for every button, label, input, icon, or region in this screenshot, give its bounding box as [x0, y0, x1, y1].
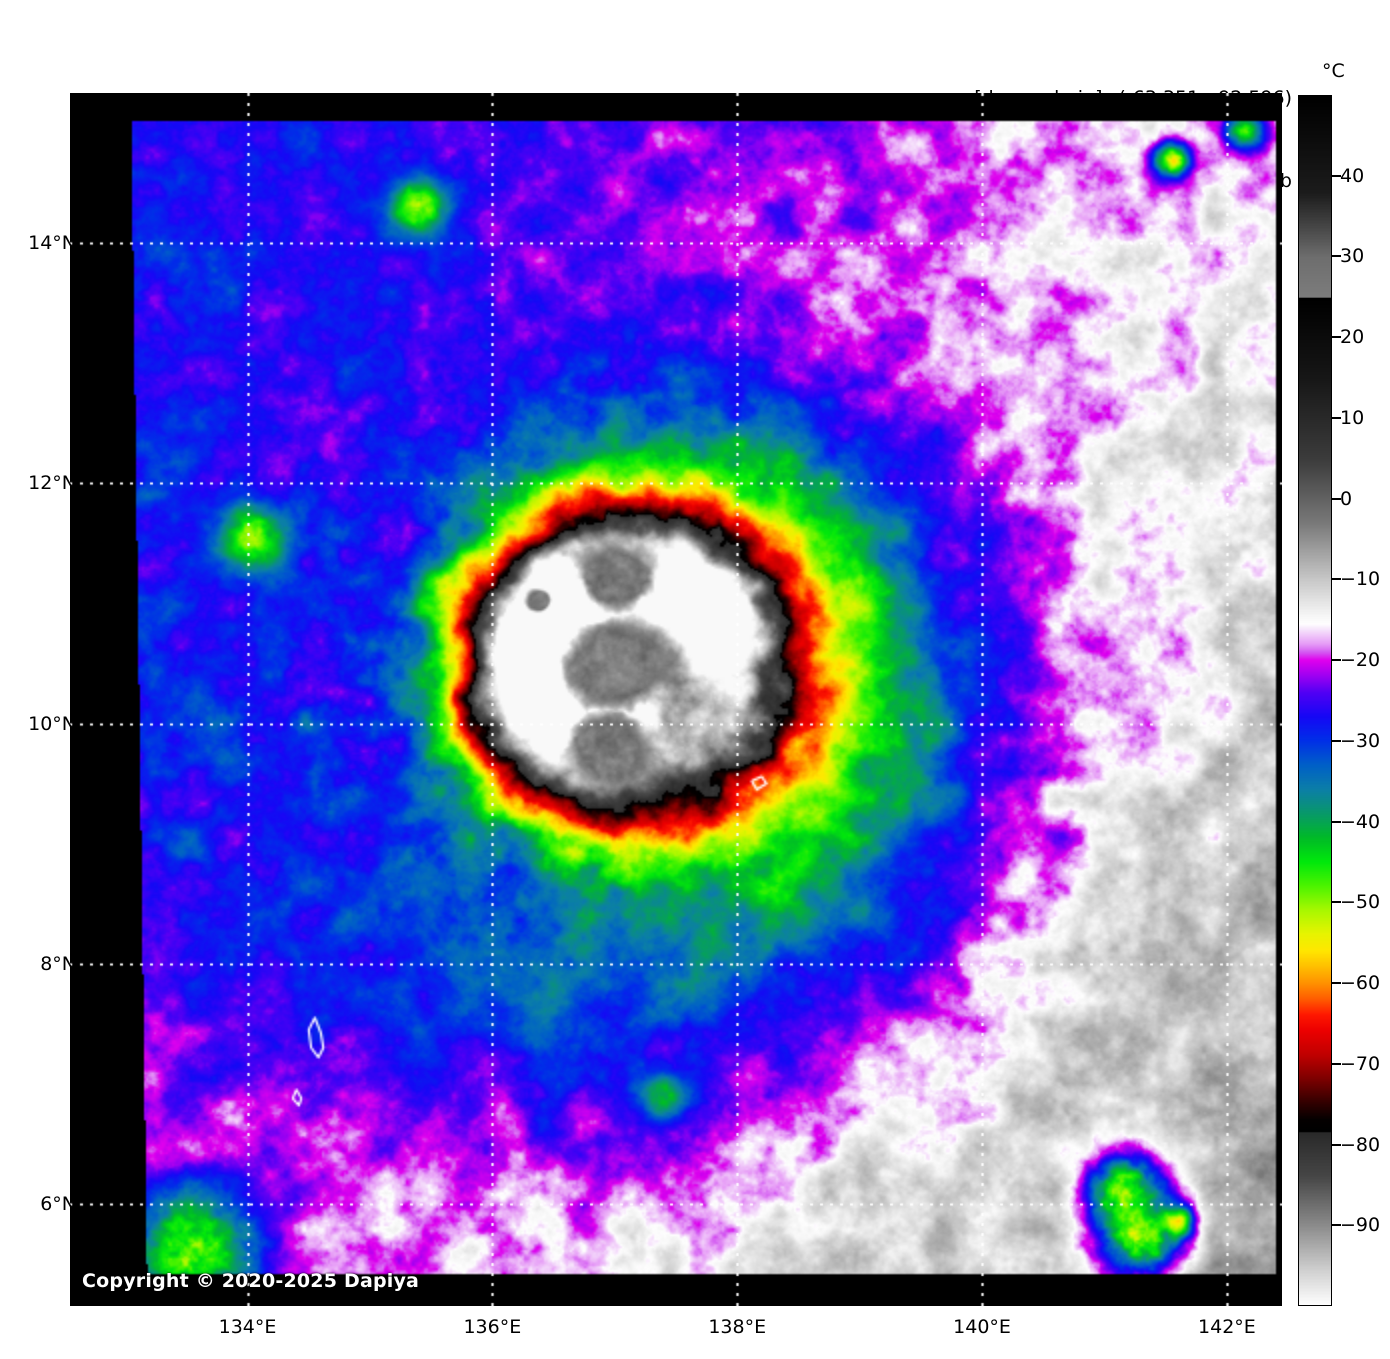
colorbar-tick-mark	[1332, 174, 1341, 177]
colorbar-tick-label: 0	[1340, 487, 1353, 510]
colorbar-tick-mark	[1332, 1062, 1341, 1065]
longitude-tick-label: 136°E	[463, 1316, 522, 1338]
colorbar-tick-mark	[1332, 659, 1341, 662]
colorbar-tick-mark	[1332, 578, 1341, 581]
colorbar-tick-mark	[1332, 416, 1341, 419]
latlon-gridlines	[70, 93, 1282, 1306]
colorbar-unit-label: °C	[1322, 60, 1345, 82]
satellite-image-plot[interactable]: Copyright © 2020-2025 Dapiya	[70, 93, 1282, 1306]
latitude-tick-label: 8°N	[40, 952, 76, 975]
colorbar-tick-label: 20	[1340, 326, 1365, 349]
latitude-tick-label: 12°N	[28, 472, 76, 495]
colorbar-tick-label: −40	[1340, 810, 1381, 833]
colorbar-tick-label: 10	[1340, 406, 1365, 429]
copyright-label: Copyright © 2020-2025 Dapiya	[82, 1270, 420, 1292]
colorbar-tick-mark	[1332, 1224, 1341, 1227]
longitude-tick-label: 134°E	[218, 1316, 277, 1338]
latitude-tick-label: 10°N	[28, 712, 76, 735]
colorbar-tick-mark	[1332, 255, 1341, 258]
longitude-tick-label: 140°E	[953, 1316, 1011, 1338]
colorbar[interactable]	[1298, 95, 1332, 1306]
longitude-tick-label: 142°E	[1198, 1316, 1256, 1338]
colorbar-tick-mark	[1332, 497, 1341, 500]
colorbar-tick-label: −30	[1340, 729, 1381, 752]
colorbar-tick-mark	[1332, 820, 1341, 823]
colorbar-gradient	[1298, 95, 1332, 1306]
colorbar-tick-mark	[1332, 901, 1341, 904]
colorbar-tick-mark	[1332, 336, 1341, 339]
colorbar-tick-label: −70	[1340, 1052, 1381, 1075]
latitude-tick-label: 14°N	[28, 232, 76, 255]
colorbar-tick-mark	[1332, 1143, 1341, 1146]
colorbar-tick-mark	[1332, 739, 1341, 742]
colorbar-tick-label: −60	[1340, 972, 1381, 995]
colorbar-tick-label: 30	[1340, 245, 1365, 268]
longitude-tick-label: 138°E	[708, 1316, 767, 1338]
colorbar-tick-label: 40	[1340, 164, 1365, 187]
latitude-tick-label: 6°N	[40, 1192, 76, 1215]
colorbar-tick-mark	[1332, 982, 1341, 985]
colorbar-tick-label: −20	[1340, 649, 1381, 672]
colorbar-tick-label: −80	[1340, 1133, 1381, 1156]
colorbar-tick-label: −10	[1340, 568, 1381, 591]
colorbar-tick-label: −90	[1340, 1214, 1381, 1237]
colorbar-tick-label: −50	[1340, 891, 1381, 914]
